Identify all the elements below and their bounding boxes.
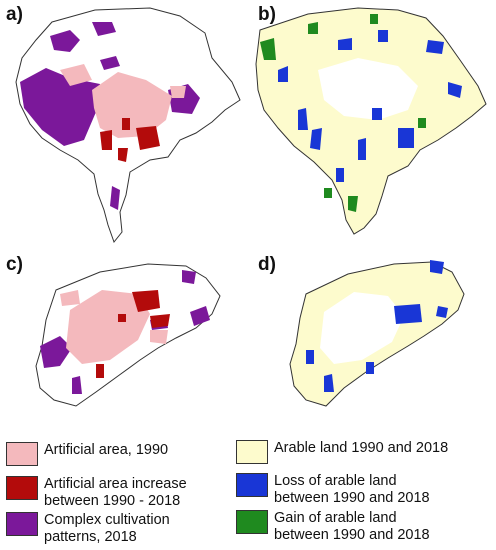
- legend-swatch-artificial-increase: [6, 476, 38, 500]
- legend-arable: Arable land 1990 and 2018: [236, 440, 448, 464]
- legend-arable-loss: Loss of arable land between 1990 and 201…: [236, 473, 430, 507]
- legend-artificial-increase: Artificial area increase between 1990 - …: [6, 476, 187, 510]
- map-a: [15, 7, 241, 244]
- map-c: [35, 263, 221, 407]
- legend-label-artificial-1990: Artificial area, 1990: [44, 442, 169, 458]
- legend-swatch-arable-gain: [236, 510, 268, 534]
- legend-complex-cultivation: Complex cultivation patterns, 2018: [6, 512, 170, 546]
- map-b: [255, 7, 487, 235]
- panel-label-d: d): [258, 254, 276, 275]
- map-b-boundary: [255, 7, 487, 235]
- legend-swatch-artificial-1990: [6, 442, 38, 466]
- legend-swatch-complex-cultivation: [6, 512, 38, 536]
- legend-label-arable-gain: Gain of arable land between 1990 and 201…: [274, 510, 430, 543]
- panel-label-c: c): [6, 254, 23, 275]
- legend-swatch-arable: [236, 440, 268, 464]
- legend-label-arable: Arable land 1990 and 2018: [274, 440, 449, 456]
- legend-label-arable-loss: Loss of arable land between 1990 and 201…: [274, 473, 430, 506]
- panel-label-a: a): [6, 4, 23, 25]
- legend-swatch-arable-loss: [236, 473, 268, 497]
- legend-arable-gain: Gain of arable land between 1990 and 201…: [236, 510, 430, 544]
- legend-label-artificial-increase: Artificial area increase between 1990 - …: [44, 476, 187, 509]
- map-d: [289, 260, 465, 407]
- legend-artificial-1990: Artificial area, 1990: [6, 442, 168, 466]
- panel-label-b: b): [258, 4, 276, 25]
- legend-label-complex-cultivation: Complex cultivation patterns, 2018: [44, 512, 170, 545]
